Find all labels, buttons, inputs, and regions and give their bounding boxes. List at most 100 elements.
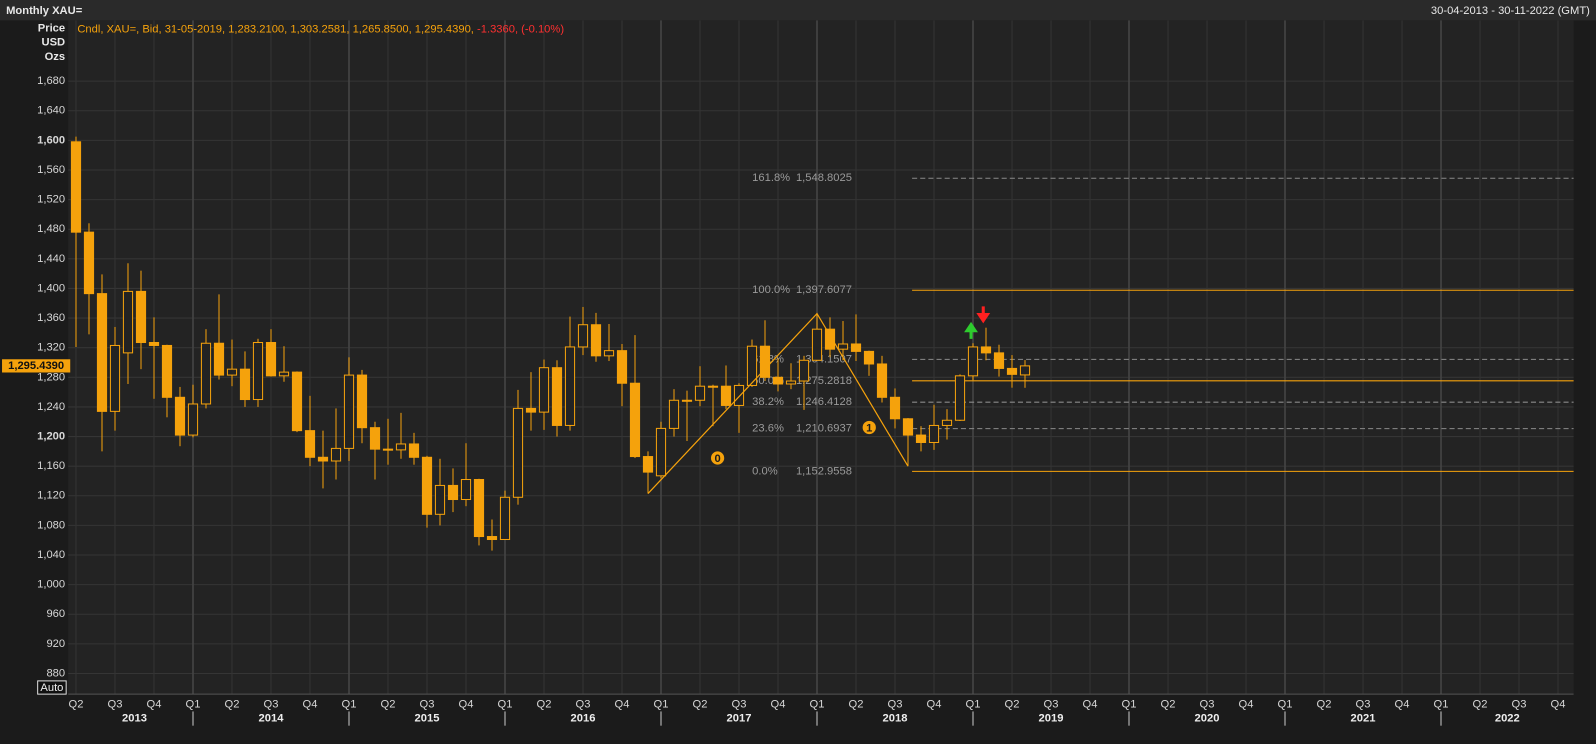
x-tick-label: Q4 [771,698,786,710]
candle-body [772,376,784,385]
candle-body [798,359,810,382]
candle-body [83,231,95,295]
candle-body [200,342,212,405]
x-tick-label: Q1 [1278,698,1293,710]
y-tick-label: 1,120 [37,490,65,502]
y-tick-label: 1,280 [37,371,65,383]
auto-button[interactable] [37,680,67,695]
fib-label: 161.8% [752,172,790,184]
x-tick-label: Q3 [576,698,591,710]
x-tick-label: Q4 [1239,698,1254,710]
x-tick-label: Q2 [849,698,864,710]
year-label: 2017 [727,713,752,725]
candle-body [538,367,550,413]
candle-body [876,363,888,398]
candle-body [187,403,199,436]
candle-body [902,418,914,436]
y-tick-label: 880 [46,667,65,679]
x-tick-label: Q2 [1473,698,1488,710]
y-axis-label: USD [42,37,66,49]
wave-marker [862,420,876,435]
candle-body [668,399,680,429]
fib-label: 50.0% [752,375,784,387]
candle-body [993,352,1005,369]
candle-body [291,371,303,432]
candle-body [330,447,342,462]
candle-body [356,374,368,429]
x-tick-label: Q3 [420,698,435,710]
legend-change: -1.3360, (-0.10%) [477,23,564,35]
x-tick-label: Q3 [264,698,279,710]
candle-body [642,456,654,473]
x-tick-label: Q2 [1005,698,1020,710]
candle-body [252,341,264,401]
candle-body [460,479,472,501]
candle-body [421,456,433,515]
y-tick-label: 1,680 [37,75,65,87]
last-price-label: 1,295.4390 [8,360,64,372]
year-label: 2013 [122,713,147,725]
candle-body [889,396,901,420]
x-tick-label: Q3 [888,698,903,710]
candle-body [551,367,563,426]
year-label: 2019 [1039,713,1064,725]
candle-body [941,419,953,426]
x-tick-label: Q3 [108,698,123,710]
x-tick-label: Q4 [459,698,474,710]
y-tick-label: 1,640 [37,105,65,117]
y-tick-label: 1,480 [37,223,65,235]
x-tick-label: Q3 [1044,698,1059,710]
y-tick-label: 1,440 [37,253,65,265]
candle-body [577,324,589,348]
candle-body [343,374,355,449]
candle-body [447,484,459,501]
sell-signal [976,306,991,324]
x-tick-label: Q4 [303,698,318,710]
candle-body [473,479,485,538]
x-tick-label: Q1 [1122,698,1137,710]
auto-label[interactable]: Auto [40,682,63,694]
year-label: 2022 [1495,713,1520,725]
candle-body [70,141,82,233]
candle-body [616,350,628,384]
year-label: 2014 [259,713,285,725]
candle-body [1019,365,1031,376]
buy-signal [964,321,978,339]
candle-body [278,371,290,377]
fib-value: 1,548.8025 [796,172,852,184]
candle-body [135,290,147,344]
candle-body [603,350,615,357]
y-tick-label: 960 [46,608,65,620]
x-tick-label: Q1 [966,698,981,710]
candle-body [785,380,797,385]
candle-body [733,384,745,406]
x-tick-label: Q3 [1512,698,1527,710]
candle-body [408,443,420,458]
x-tick-label: Q1 [1434,698,1449,710]
x-tick-label: Q2 [69,698,84,710]
fib-label: 0.0% [752,465,778,477]
x-tick-label: Q2 [225,698,240,710]
wave-label: 0 [714,453,720,465]
fib-value: 1,397.6077 [796,284,852,296]
x-tick-label: Q3 [732,698,747,710]
y-tick-label: 920 [46,638,65,650]
y-tick-label: 1,240 [37,401,65,413]
x-tick-label: Q4 [1395,698,1410,710]
grid [68,20,1574,695]
x-tick-label: Q4 [1551,698,1566,710]
candle-body [512,407,524,498]
y-axis-label: Price [38,22,65,34]
candle-body [655,427,667,477]
fib-value: 1,152.9558 [796,465,852,477]
y-tick-label: 1,160 [37,460,65,472]
candle-body [694,385,706,401]
candle-body [265,341,277,377]
candle-body [161,344,173,398]
legend: Cndl, XAU=, Bid, 31-05-2019, 1,283.2100,… [77,23,564,35]
x-tick-label: Q4 [615,698,630,710]
candle-body [96,293,108,412]
candle-body [486,536,498,541]
